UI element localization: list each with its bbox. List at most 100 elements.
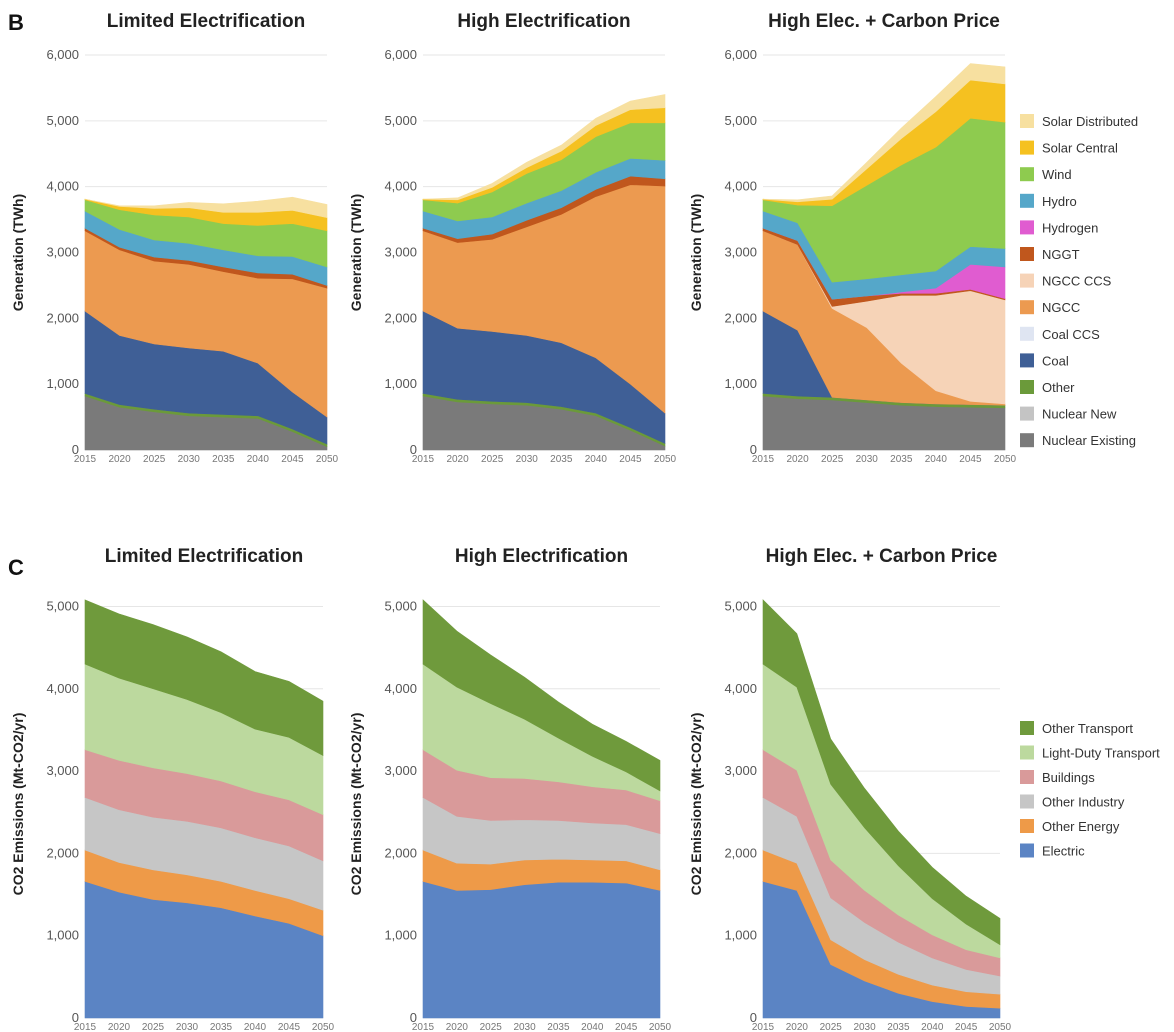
y-axis-label: CO2 Emissions (Mt-CO2/yr) [688, 713, 704, 896]
y-tick-label: 5,000 [724, 113, 757, 128]
x-tick-label: 2035 [890, 454, 913, 465]
chart-title: Limited Electrification [107, 11, 305, 32]
legend-swatch [1020, 114, 1034, 128]
y-tick-label: 5,000 [724, 598, 757, 613]
legend-swatch [1020, 326, 1034, 341]
x-tick-label: 2040 [921, 1022, 944, 1032]
y-axis-label: Generation (TWh) [348, 194, 364, 311]
x-tick-label: 2015 [752, 1022, 775, 1032]
x-tick-label: 2020 [446, 454, 469, 465]
x-tick-label: 2050 [989, 1022, 1012, 1032]
legend-label: Nuclear Existing [1042, 433, 1136, 448]
x-tick-label: 2025 [480, 1022, 503, 1032]
y-tick-label: 2,000 [384, 310, 417, 325]
legend-label: Electric [1042, 844, 1085, 859]
area-solar-distributed [762, 63, 1006, 203]
legend-swatch [1020, 433, 1034, 448]
legend-swatch [1020, 819, 1034, 833]
y-tick-label: 2,000 [724, 310, 757, 325]
y-tick-label: 0 [72, 442, 79, 457]
y-tick-label: 2,000 [384, 845, 417, 860]
y-axis-label: CO2 Emissions (Mt-CO2/yr) [348, 713, 364, 896]
x-tick-label: 2025 [143, 454, 166, 465]
legend-label: Nuclear New [1042, 407, 1117, 422]
x-tick-label: 2050 [654, 454, 677, 465]
x-tick-label: 2025 [821, 454, 844, 465]
legend-label: Other Transport [1042, 721, 1133, 736]
x-tick-label: 2040 [247, 454, 270, 465]
y-tick-label: 4,000 [724, 681, 757, 696]
y-axis-label: Generation (TWh) [10, 194, 26, 311]
x-tick-label: 2020 [446, 1022, 469, 1032]
chart-title: High Electrification [455, 546, 628, 567]
legend-swatch [1020, 247, 1034, 261]
y-tick-label: 4,000 [46, 179, 79, 194]
y-tick-label: 6,000 [46, 47, 79, 62]
chart-2: High Electrification Generation (TWh) 0 1,0… [348, 11, 677, 465]
x-tick-label: 2035 [210, 1022, 233, 1032]
y-tick-label: 3,000 [384, 245, 417, 260]
legend-label: Coal [1042, 353, 1069, 368]
area-solar-distributed [84, 196, 328, 218]
y-tick-label: 1,000 [724, 376, 757, 391]
area-other-transport [762, 599, 1001, 946]
y-tick-label: 4,000 [46, 681, 79, 696]
legend-label: Solar Central [1042, 141, 1118, 156]
x-tick-label: 2040 [244, 1022, 267, 1032]
legend-label: Buildings [1042, 770, 1095, 785]
x-tick-label: 2020 [786, 1022, 809, 1032]
x-tick-label: 2030 [178, 454, 201, 465]
x-tick-label: 2020 [786, 454, 809, 465]
legend-label: Other Energy [1042, 819, 1120, 834]
y-tick-label: 2,000 [46, 310, 79, 325]
x-tick-label: 2035 [887, 1022, 910, 1032]
y-tick-label: 1,000 [724, 928, 757, 943]
legend-label: Other Industry [1042, 795, 1125, 810]
legend-label: Solar Distributed [1042, 114, 1138, 129]
x-tick-label: 2030 [176, 1022, 199, 1032]
chart-title: High Elec. + Carbon Price [766, 546, 998, 567]
y-axis-label: Generation (TWh) [688, 194, 704, 311]
x-tick-label: 2025 [481, 454, 504, 465]
legend-emissions: Other Transport Light-Duty Transport Build… [1020, 721, 1160, 859]
x-tick-label: 2040 [585, 454, 608, 465]
y-tick-label: 5,000 [46, 113, 79, 128]
legend-swatch [1020, 300, 1034, 315]
legend-swatch [1020, 220, 1034, 235]
area-solar-distributed [422, 94, 666, 201]
chart-title: Limited Electrification [105, 546, 303, 567]
legend-swatch [1020, 721, 1034, 735]
legend-swatch [1020, 273, 1034, 288]
chart-title: High Electrification [457, 11, 630, 32]
x-tick-label: 2045 [278, 1022, 301, 1032]
area-other-transport [422, 599, 661, 792]
y-tick-label: 4,000 [384, 179, 417, 194]
x-tick-label: 2050 [649, 1022, 672, 1032]
x-tick-label: 2025 [142, 1022, 165, 1032]
y-tick-label: 3,000 [46, 245, 79, 260]
x-tick-label: 2040 [925, 454, 948, 465]
legend-swatch [1020, 794, 1034, 809]
x-tick-label: 2030 [853, 1022, 876, 1032]
x-tick-label: 2030 [856, 454, 879, 465]
panel-letter-b: B [8, 10, 24, 35]
x-tick-label: 2015 [412, 454, 435, 465]
y-tick-label: 5,000 [384, 598, 417, 613]
area-other-transport [84, 599, 324, 756]
legend-swatch [1020, 167, 1034, 182]
x-tick-label: 2045 [615, 1022, 638, 1032]
legend-label: Hydro [1042, 194, 1077, 209]
x-tick-label: 2030 [513, 1022, 536, 1032]
legend-label: Hydrogen [1042, 220, 1098, 235]
y-tick-label: 3,000 [384, 763, 417, 778]
x-tick-label: 2025 [820, 1022, 843, 1032]
x-tick-label: 2015 [412, 1022, 435, 1032]
x-tick-label: 2045 [955, 1022, 978, 1032]
chart-title: High Elec. + Carbon Price [768, 11, 1000, 32]
legend-swatch [1020, 745, 1034, 760]
legend-swatch [1020, 140, 1034, 155]
y-tick-label: 0 [410, 1010, 417, 1025]
area-electric [422, 880, 661, 1019]
y-tick-label: 0 [750, 1010, 757, 1025]
